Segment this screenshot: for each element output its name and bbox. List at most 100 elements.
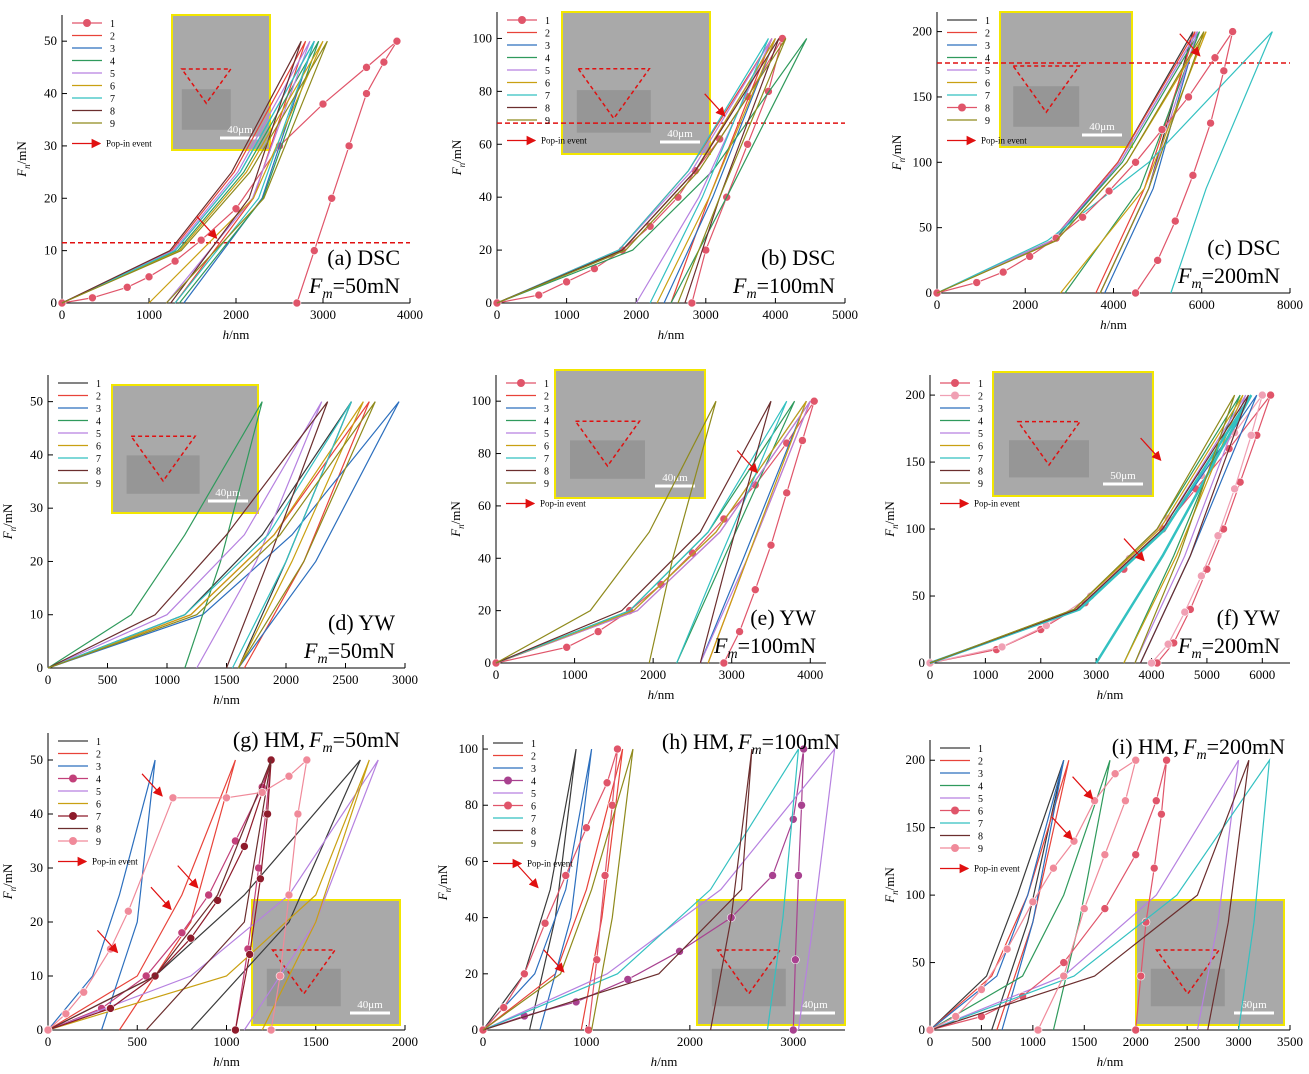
legend-label: 1 [110,19,115,30]
legend-label: 4 [985,54,990,65]
legend-label: Pop-in event [92,857,138,867]
load-var: F [713,633,728,658]
x-tick-label: 1500 [303,1034,329,1049]
series-point [561,871,571,880]
y-tick-label: 0 [37,660,44,675]
y-tick-label: 0 [919,1022,926,1037]
series-point [520,969,529,979]
inset-shade [181,89,231,130]
y-tick-label: 100 [906,521,926,536]
scale-bar-label: 40μm [802,999,828,1011]
legend-marker [518,16,526,24]
x-label-var: h [658,327,665,342]
series-point [540,918,550,928]
x-tick-label: 6000 [1249,667,1275,682]
series-point [61,1009,71,1019]
y-label-sub: n [443,887,453,892]
y-tick-label: 40 [465,910,478,925]
pop-in-arrow [1072,776,1094,800]
series-point [592,955,602,965]
y-tick-label: 200 [906,752,926,767]
y-tick-label: 80 [478,446,491,461]
series-line [482,748,624,1031]
load-sub: m [317,652,327,667]
series-line [61,40,315,304]
x-tick-label: 3000 [780,1034,806,1049]
label-text: (g) HM, [233,727,305,752]
series-point [254,863,263,873]
series-point [1151,796,1161,805]
pop-in-arrow [96,929,119,954]
pop-in-arrow [1123,538,1145,562]
series-point [327,193,337,203]
series-point [1131,850,1141,859]
y-axis-label: Fn/mN [14,141,32,178]
legend-label: 4 [544,417,549,428]
x-tick-label: 5000 [832,307,858,322]
series-point [1163,639,1173,649]
y-label-sub: n [890,890,900,895]
panel-label: (h) HM, Fm=100mN [662,729,840,758]
y-label-sub: n [457,162,467,167]
load-sub: m [746,287,756,302]
x-tick-label: 2500 [1174,1034,1200,1049]
x-axis-label: h/nm [1097,1054,1124,1069]
legend-label: Pop-in event [541,136,587,146]
legend-label: 1 [985,16,990,27]
legend-label: 2 [110,32,115,43]
legend-label: 5 [96,429,101,440]
series-line [47,759,379,1031]
y-tick-label: 0 [37,1022,44,1037]
legend-label: 8 [96,825,101,836]
series-point [256,874,265,884]
series-point [106,944,115,954]
legend-label: 7 [110,94,115,105]
series-point [213,896,222,905]
x-tick-label: 4000 [797,667,823,682]
series-point [1266,390,1275,400]
series-point [263,809,272,819]
x-tick-label: 3000 [693,307,719,322]
series-line [482,748,577,1031]
series-point [1206,118,1215,128]
series-point [1059,971,1069,981]
series-point [362,63,371,72]
inset-shade [126,455,200,494]
series-point [593,627,603,636]
legend-label: 7 [96,454,101,465]
scale-bar-label: 40μm [215,487,241,499]
scale-bar-label: 40μm [227,124,253,136]
x-label-var: h [651,1054,658,1069]
load-value: =100mN [757,273,836,298]
series-point [977,985,986,994]
x-tick-label: 4000 [1101,297,1127,312]
series-point [1131,755,1141,765]
load-sub: m [751,743,761,758]
x-axis-label: h/nm [658,327,685,342]
series-point [1051,233,1061,243]
series-point [1197,571,1206,581]
series-line [47,401,263,669]
series-point [186,933,196,943]
legend-label: 5 [110,69,115,80]
pop-in-arrow [1179,33,1201,57]
x-tick-label: 2000 [1028,667,1054,682]
y-tick-label: 200 [913,24,933,39]
legend-label: 9 [110,119,115,130]
series-line [47,401,323,669]
x-tick-label: 1000 [136,307,162,322]
legend-label: 4 [531,777,536,788]
legend-label: 9 [96,479,101,490]
series-point [266,1025,276,1035]
series-point [687,298,697,308]
x-tick-label: 2000 [1123,1034,1149,1049]
y-label-unit: /mN [0,503,15,527]
panel-label: (a) DSC [327,245,400,270]
legend-label: 8 [978,467,983,478]
series-point [602,778,612,788]
y-label-var: F [0,530,15,540]
series-point [177,928,187,938]
